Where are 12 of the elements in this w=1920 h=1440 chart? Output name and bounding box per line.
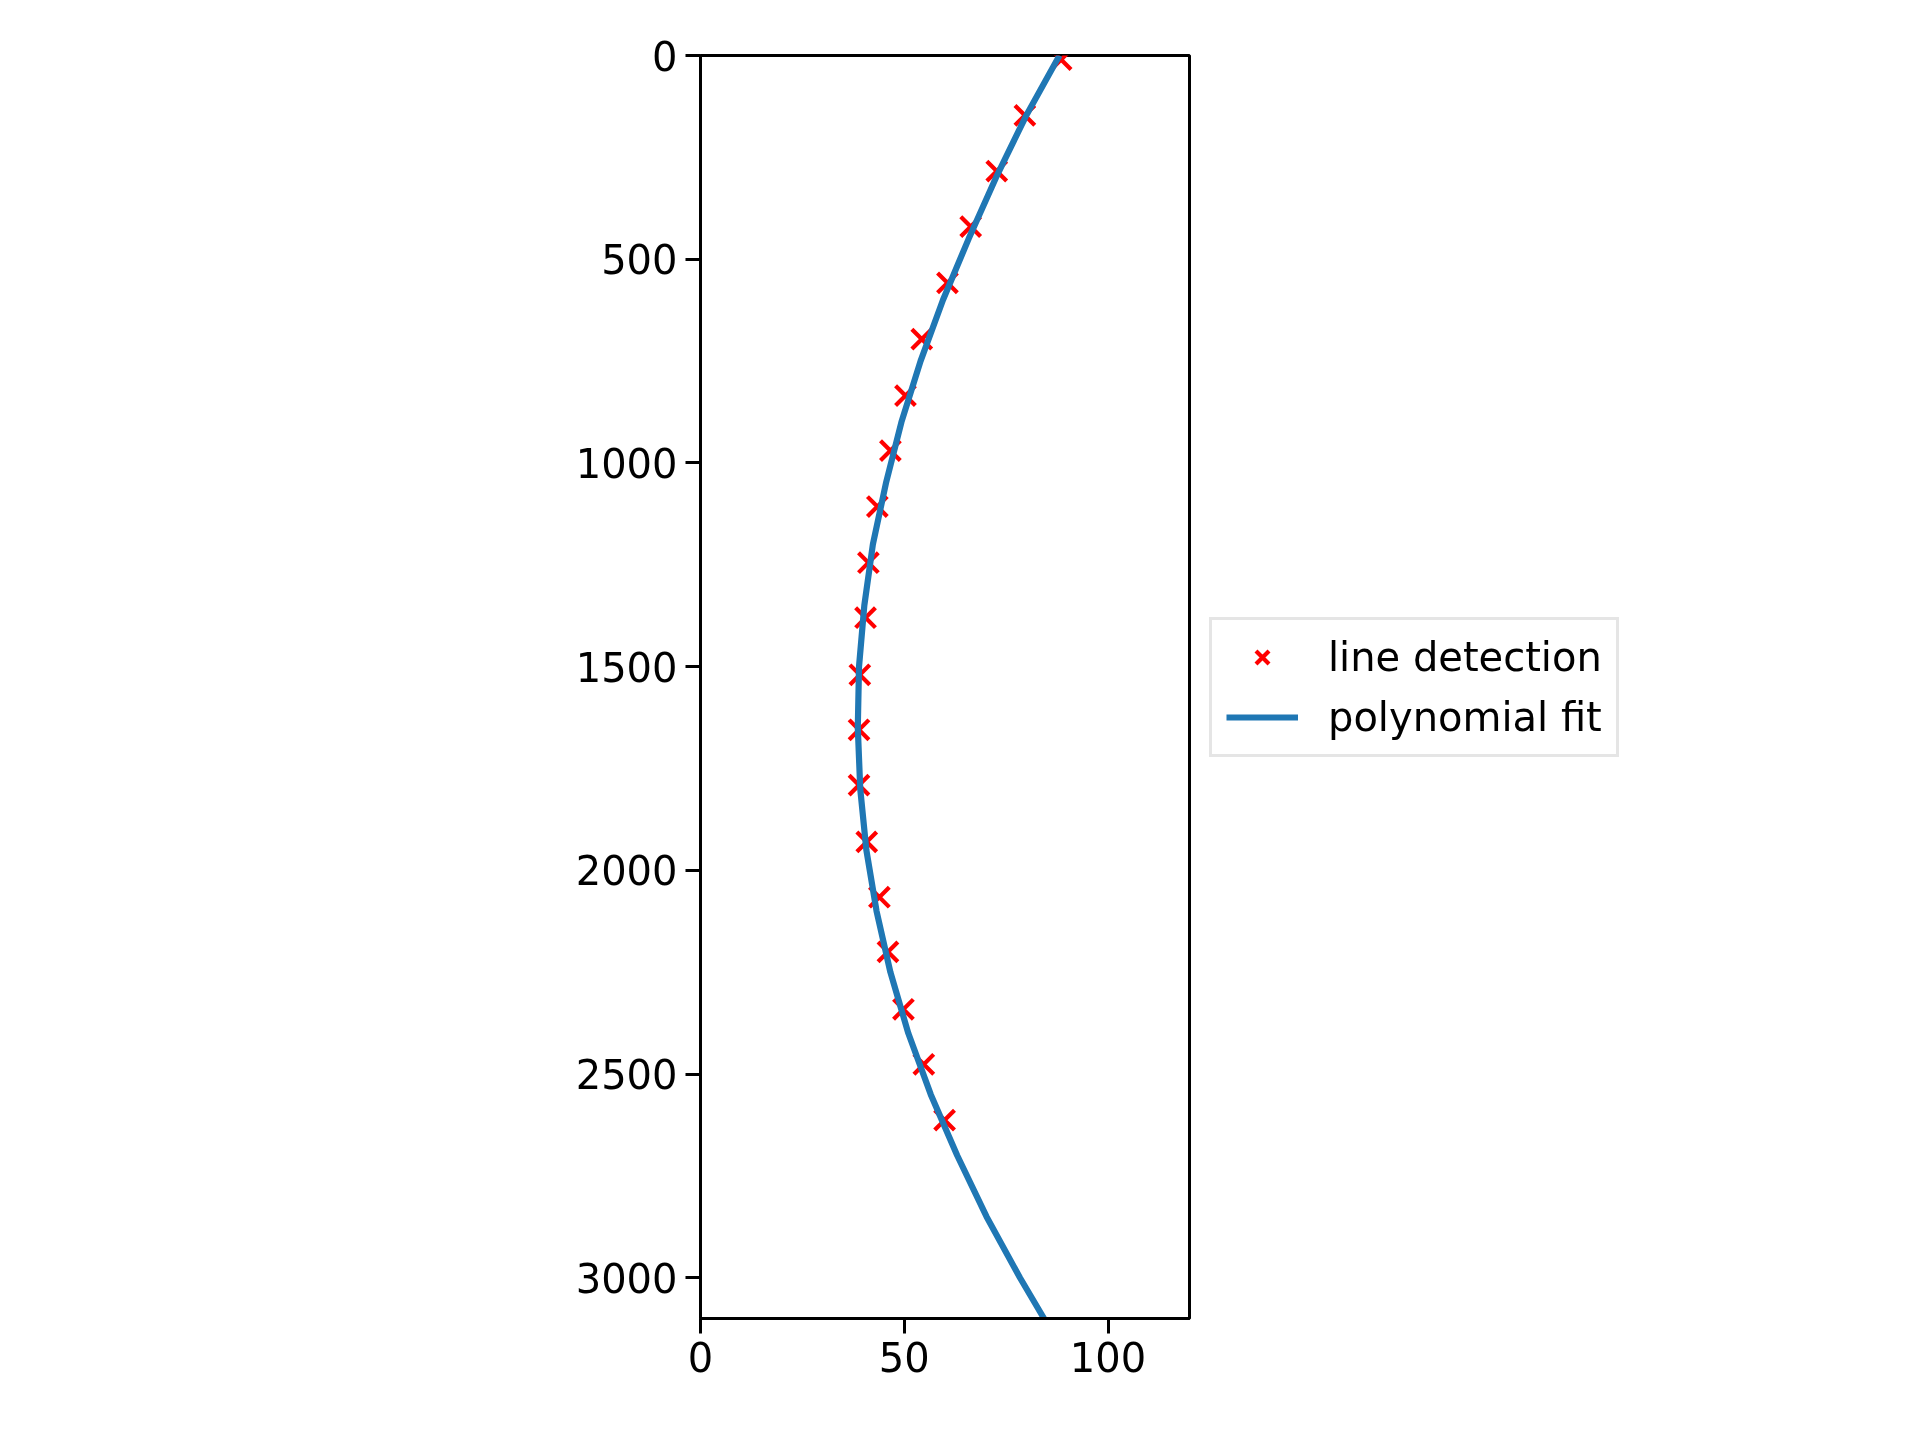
y-tick-label: 0 <box>652 33 678 80</box>
x-tick-label: 50 <box>878 1334 930 1381</box>
y-tick-label: 1500 <box>575 644 678 691</box>
y-tick-label: 2500 <box>575 1052 678 1099</box>
y-tick-label: 3000 <box>575 1255 678 1302</box>
y-tick-label: 2000 <box>575 848 678 895</box>
y-tick-label: 500 <box>601 237 678 284</box>
x-tick-label: 100 <box>1069 1334 1147 1381</box>
legend-label: line detection <box>1328 633 1602 680</box>
y-tick-label: 1000 <box>575 440 678 487</box>
x-tick-label: 0 <box>687 1334 714 1381</box>
legend-label: polynomial fit <box>1328 693 1602 740</box>
